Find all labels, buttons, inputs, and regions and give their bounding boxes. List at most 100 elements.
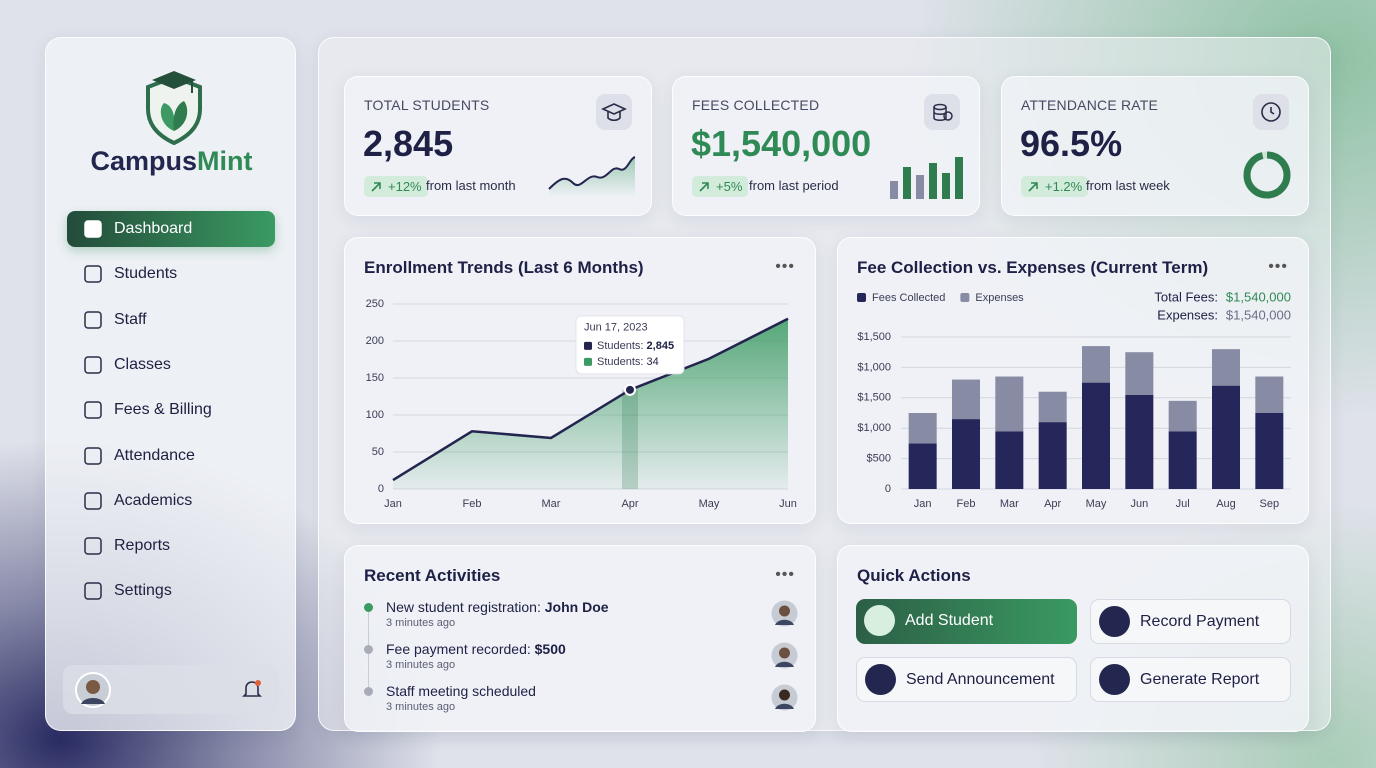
icon-shape xyxy=(84,446,102,465)
kpi-icon xyxy=(596,94,632,130)
bar-segment xyxy=(1038,391,1067,423)
bar-segment xyxy=(995,431,1024,489)
y-tick-label: $500 xyxy=(867,453,891,465)
icon-shape xyxy=(84,265,102,284)
brand-part: Campus xyxy=(90,146,198,176)
tooltip-swatch xyxy=(584,341,592,350)
kpi-icon xyxy=(1253,94,1289,130)
y-tick-label: 0 xyxy=(378,483,384,495)
brand-part: Mint xyxy=(197,146,253,176)
logo xyxy=(146,71,202,145)
tooltip xyxy=(575,315,685,375)
icon-shape xyxy=(84,492,102,510)
kpi-label: TOTAL STUDENTS xyxy=(364,97,490,113)
kpi-value: $1,540,000 xyxy=(691,123,872,164)
nav-icon xyxy=(84,265,102,284)
nav-item[interactable]: Classes xyxy=(67,347,275,383)
area xyxy=(393,318,788,489)
sparkline xyxy=(548,156,636,197)
y-tick-label: 200 xyxy=(366,335,384,347)
x-tick-label: May xyxy=(699,498,720,510)
bar-segment xyxy=(1212,385,1240,489)
activity-text: New student registration: John Doe xyxy=(386,599,609,615)
record-payment-button[interactable]: Record Payment xyxy=(1090,599,1291,644)
bar-segment xyxy=(1125,394,1154,489)
icon-shape xyxy=(84,537,102,555)
nav-item[interactable]: Reports xyxy=(67,528,275,564)
y-tick-label: $1,500 xyxy=(857,392,891,404)
kpi-change: +12% xyxy=(364,176,428,197)
kpi-note: from last week xyxy=(1086,178,1170,193)
legend-swatch xyxy=(857,293,866,302)
nav-item[interactable]: Settings xyxy=(67,573,275,609)
line-chart: 0 50 100 150 200 250 Jan Feb Mar Apr May Jun Jun 17,… xyxy=(366,298,797,510)
bar-segment xyxy=(908,443,937,489)
x-tick-label: Mar xyxy=(1000,498,1019,510)
avatar-body xyxy=(775,661,794,667)
avatar-face xyxy=(779,647,790,659)
kpi-change-text: +1.2% xyxy=(1045,179,1083,194)
icon-shape xyxy=(84,220,102,238)
nav-item[interactable]: Fees & Billing xyxy=(67,392,275,428)
x-tick-label: Sep xyxy=(1260,498,1280,510)
bar-segment xyxy=(1082,382,1110,489)
chart-title: Enrollment Trends (Last 6 Months) xyxy=(364,258,644,277)
bar-segment xyxy=(1255,376,1284,413)
x-tick-label: Jun xyxy=(1130,498,1148,510)
brand: CampusMint xyxy=(46,146,297,177)
more-button[interactable]: ••• xyxy=(775,566,795,583)
bar-segment xyxy=(1125,352,1154,395)
kpi-note: from last month xyxy=(426,178,516,193)
enrollment-card: Enrollment Trends (Last 6 Months) ••• 0 5… xyxy=(344,237,816,524)
card-title: Recent Activities xyxy=(364,566,501,585)
more-button[interactable]: ••• xyxy=(775,258,795,275)
notification-bell[interactable] xyxy=(241,678,263,700)
nav-icon xyxy=(84,492,102,510)
nav-item[interactable]: Dashboard xyxy=(67,211,275,247)
chart-title: Fee Collection vs. Expenses (Current Ter… xyxy=(857,258,1209,277)
nav-item[interactable]: Students xyxy=(67,256,275,292)
y-tick-label: $1,000 xyxy=(857,422,891,434)
tooltip-label: Students: xyxy=(597,340,643,352)
add-student-button[interactable]: Add Student xyxy=(856,599,1077,644)
x-tick-label: Feb xyxy=(463,498,482,510)
x-tick-label: Feb xyxy=(957,498,976,510)
more-button[interactable]: ••• xyxy=(1268,258,1288,275)
activity-time: 3 minutes ago xyxy=(386,701,456,713)
y-tick-label: 0 xyxy=(885,483,891,495)
total-label: Total Fees: xyxy=(1154,289,1218,304)
total-value: $1,540,000 xyxy=(1226,289,1291,304)
legend-label: Fees Collected xyxy=(872,292,945,304)
avatar-face xyxy=(779,689,790,701)
x-tick-label: Jan xyxy=(384,498,402,510)
avatar-body xyxy=(775,619,794,625)
bar-segment xyxy=(952,379,980,420)
activity-dot xyxy=(364,645,373,654)
nav-icon xyxy=(84,582,102,601)
avatar xyxy=(771,642,798,669)
line xyxy=(392,317,789,482)
y-tick-label: $1,500 xyxy=(857,331,891,343)
x-tick-label: May xyxy=(1086,498,1107,510)
nav-icon xyxy=(84,356,102,374)
kpi-card: ATTENDANCE RATE 96.5% +1.2% from last we… xyxy=(1001,76,1309,216)
y-tick-label: 250 xyxy=(366,298,384,310)
nav-item[interactable]: Academics xyxy=(67,483,275,519)
kpi-note: from last period xyxy=(749,178,839,193)
activity-desc: Staff meeting scheduled xyxy=(386,683,536,699)
tooltip-swatch xyxy=(584,357,592,366)
quick-actions-card: Quick Actions Add Student Record Payment… xyxy=(837,545,1309,732)
nav-icon xyxy=(84,220,102,238)
nav-item[interactable]: Staff xyxy=(67,302,275,338)
send-announcement-button[interactable]: Send Announcement xyxy=(856,657,1077,702)
x-tick-label: Jan xyxy=(914,498,932,510)
nav-item[interactable]: Attendance xyxy=(67,438,275,474)
x-tick-label: Apr xyxy=(621,498,638,510)
icon-shape xyxy=(84,356,102,374)
nav-icon xyxy=(84,310,102,329)
avatar[interactable] xyxy=(75,672,111,708)
activity-subject: $500 xyxy=(534,641,566,657)
generate-report-button[interactable]: Generate Report xyxy=(1090,657,1291,702)
kpi-label: ATTENDANCE RATE xyxy=(1021,97,1159,113)
